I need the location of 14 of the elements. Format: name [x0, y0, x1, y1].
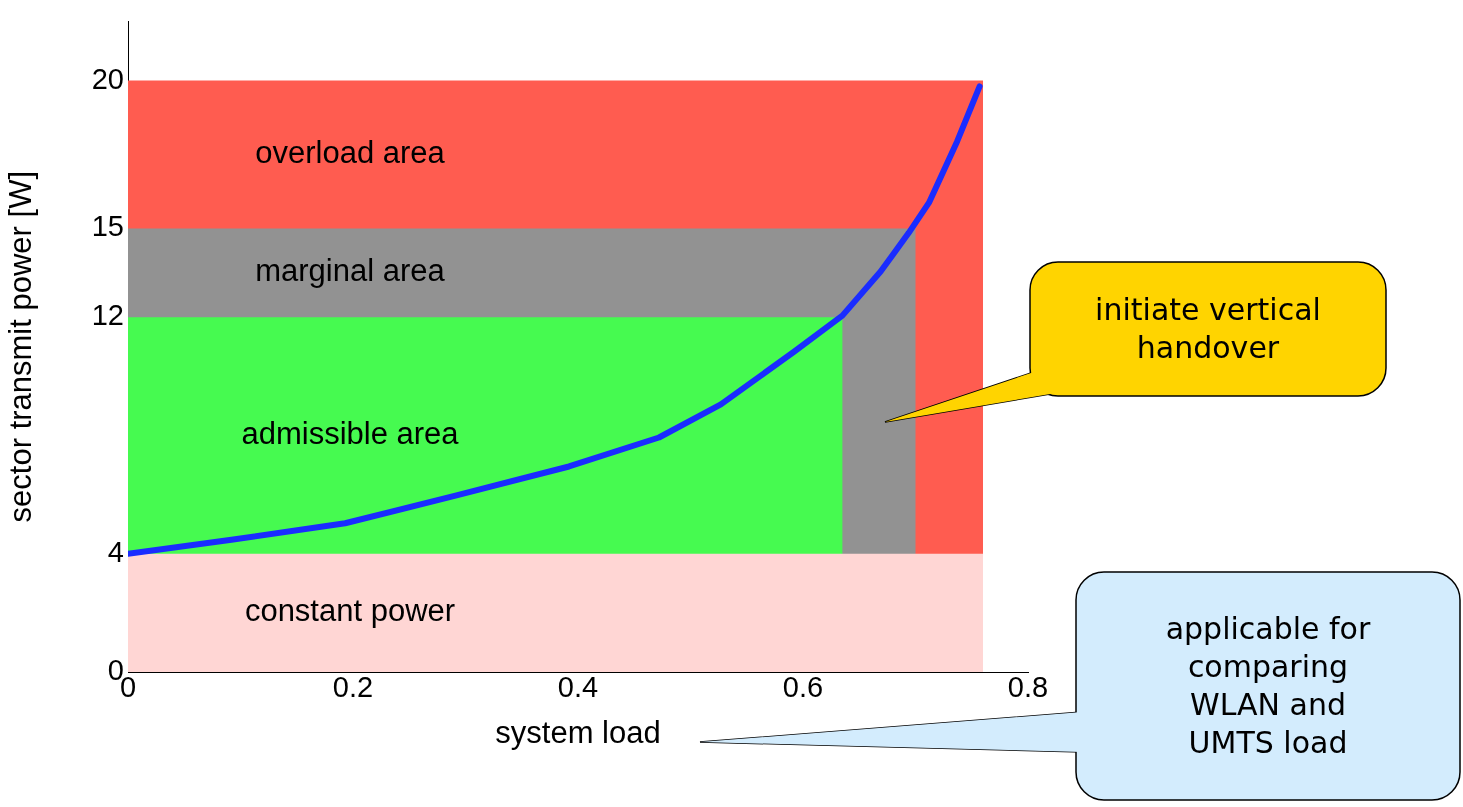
x-tick-label: 0.2 — [332, 671, 374, 704]
series-label: overload area — [255, 135, 446, 171]
y-tick-label: 4 — [107, 535, 124, 568]
series-label: marginal area — [255, 253, 446, 289]
x-tick-label: 0.4 — [557, 671, 599, 704]
y-axis-title: sector transmit power [W] — [3, 170, 39, 523]
y-tick-label: 20 — [91, 62, 124, 95]
series-label: constant power — [244, 593, 456, 629]
x-tick-label: 0.6 — [782, 671, 824, 704]
y-tick-label: 12 — [91, 299, 124, 332]
y-tick-label: 15 — [91, 210, 124, 243]
x-tick-label: 0.8 — [1007, 671, 1049, 704]
series-label: admissible area — [241, 415, 460, 451]
x-axis-title: system load — [495, 714, 661, 750]
